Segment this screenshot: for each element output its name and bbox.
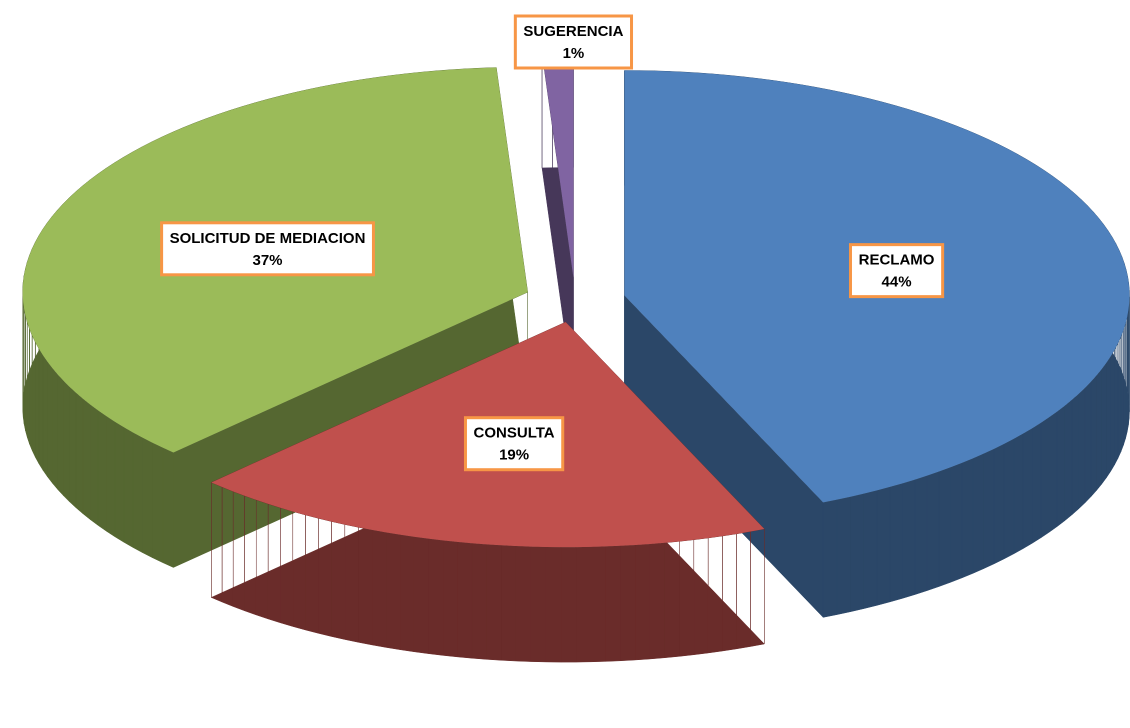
- label-box: [513, 14, 634, 70]
- label-category: SOLICITUD DE MEDIACION: [170, 230, 366, 247]
- data-label: SOLICITUD DE MEDIACION 37%: [160, 221, 375, 277]
- label-box: [160, 221, 375, 277]
- data-label: RECLAMO 44%: [848, 243, 945, 299]
- label-value: 37%: [253, 252, 283, 269]
- label-value: 1%: [563, 45, 585, 62]
- label-category: SUGERENCIA: [523, 23, 623, 40]
- label-box: [463, 416, 565, 472]
- label-value: 44%: [882, 274, 912, 291]
- label-category: CONSULTA: [474, 425, 555, 442]
- data-label: CONSULTA 19%: [463, 416, 565, 472]
- label-box: [848, 243, 945, 299]
- label-value: 19%: [499, 447, 529, 464]
- label-category: RECLAMO: [859, 252, 935, 269]
- slice: [542, 52, 574, 278]
- data-label: SUGERENCIA 1%: [513, 14, 634, 70]
